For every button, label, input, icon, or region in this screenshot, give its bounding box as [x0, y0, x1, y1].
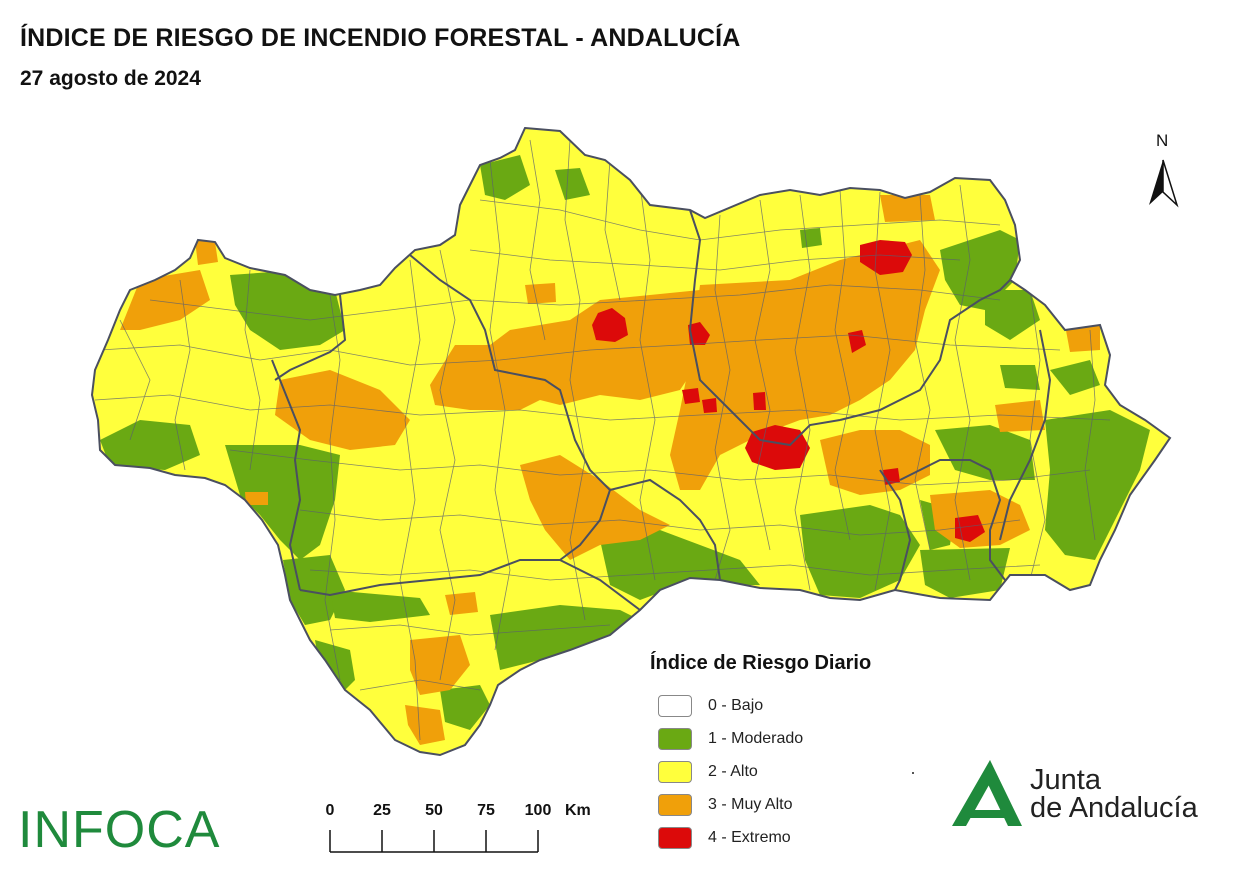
north-label: N: [1156, 131, 1169, 150]
risk-zones-muy-alto: [120, 195, 1100, 745]
legend-label-extremo: 4 - Extremo: [708, 828, 791, 846]
provincial-boundaries: [271, 209, 1052, 611]
scale-tick-label: 25: [373, 802, 391, 819]
map-speck: [912, 772, 914, 774]
legend-label-bajo: 0 - Bajo: [708, 696, 764, 714]
north-arrow-icon: [1149, 159, 1179, 208]
legend-swatch-alto: [658, 760, 692, 783]
legend-title: Índice de Riesgo Diario: [650, 652, 872, 674]
scale-tick-label: 50: [425, 802, 443, 819]
scale-tick-label: 0: [325, 802, 335, 819]
scale-tick-label: 75: [477, 802, 495, 819]
scale-bar-graphic: [329, 830, 539, 853]
scale-bar: 0 25 50 75 100 Km: [320, 800, 620, 860]
legend-swatch-extremo: [658, 826, 692, 849]
legend-swatch-bajo: [658, 694, 692, 717]
legend-label-moderado: 1 - Moderado: [708, 729, 804, 747]
legend: Índice de Riesgo Diario 0 - Bajo 1 - Mod…: [650, 652, 950, 854]
legend-label-alto: 2 - Alto: [708, 762, 758, 780]
junta-emblem-icon: [952, 760, 1022, 826]
risk-zones-moderado: [100, 155, 1150, 730]
map-title: ÍNDICE DE RIESGO DE INCENDIO FORESTAL - …: [20, 24, 741, 52]
scale-tick-label: 100: [524, 802, 552, 819]
map-date: 27 agosto de 2024: [20, 67, 201, 90]
junta-logo-line2: de Andalucía: [1030, 792, 1198, 824]
legend-item-extremo: 4 - Extremo: [650, 821, 950, 854]
legend-item-bajo: 0 - Bajo: [650, 689, 950, 722]
legend-swatch-moderado: [658, 727, 692, 750]
municipal-boundaries: [94, 139, 1111, 741]
legend-label-muy-alto: 3 - Muy Alto: [708, 795, 793, 813]
scale-unit: Km: [565, 802, 591, 819]
junta-logo-line1: Junta: [1030, 764, 1101, 796]
junta-de-andalucia-logo: Junta de Andalucía: [950, 758, 1220, 830]
legend-item-alto: 2 - Alto: [650, 755, 950, 788]
risk-zones-extremo: [592, 240, 985, 542]
legend-swatch-muy-alto: [658, 793, 692, 816]
legend-item-muy-alto: 3 - Muy Alto: [650, 788, 950, 821]
legend-item-moderado: 1 - Moderado: [650, 722, 950, 755]
infoca-logo: INFOCA: [18, 801, 221, 859]
